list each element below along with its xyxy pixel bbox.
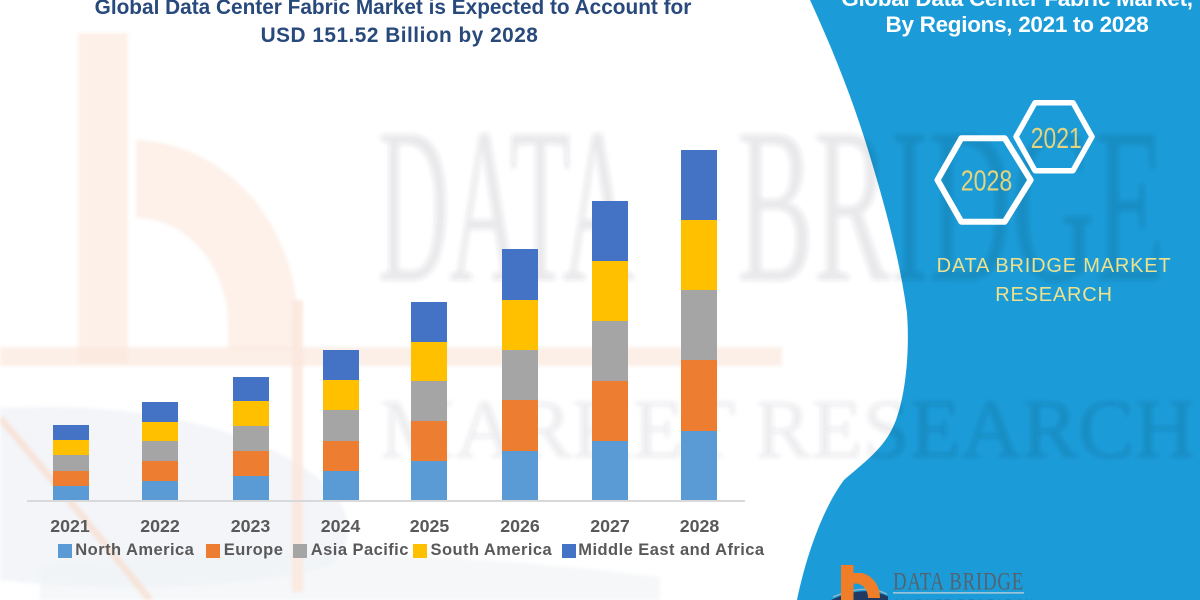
svg-text:MARKET RESEARCH: MARKET RESEARCH: [895, 598, 1035, 600]
svg-text:2028: 2028: [961, 165, 1013, 197]
svg-text:2021: 2021: [1031, 123, 1082, 155]
svg-text:DATA BRIDGE: DATA BRIDGE: [893, 569, 1024, 596]
